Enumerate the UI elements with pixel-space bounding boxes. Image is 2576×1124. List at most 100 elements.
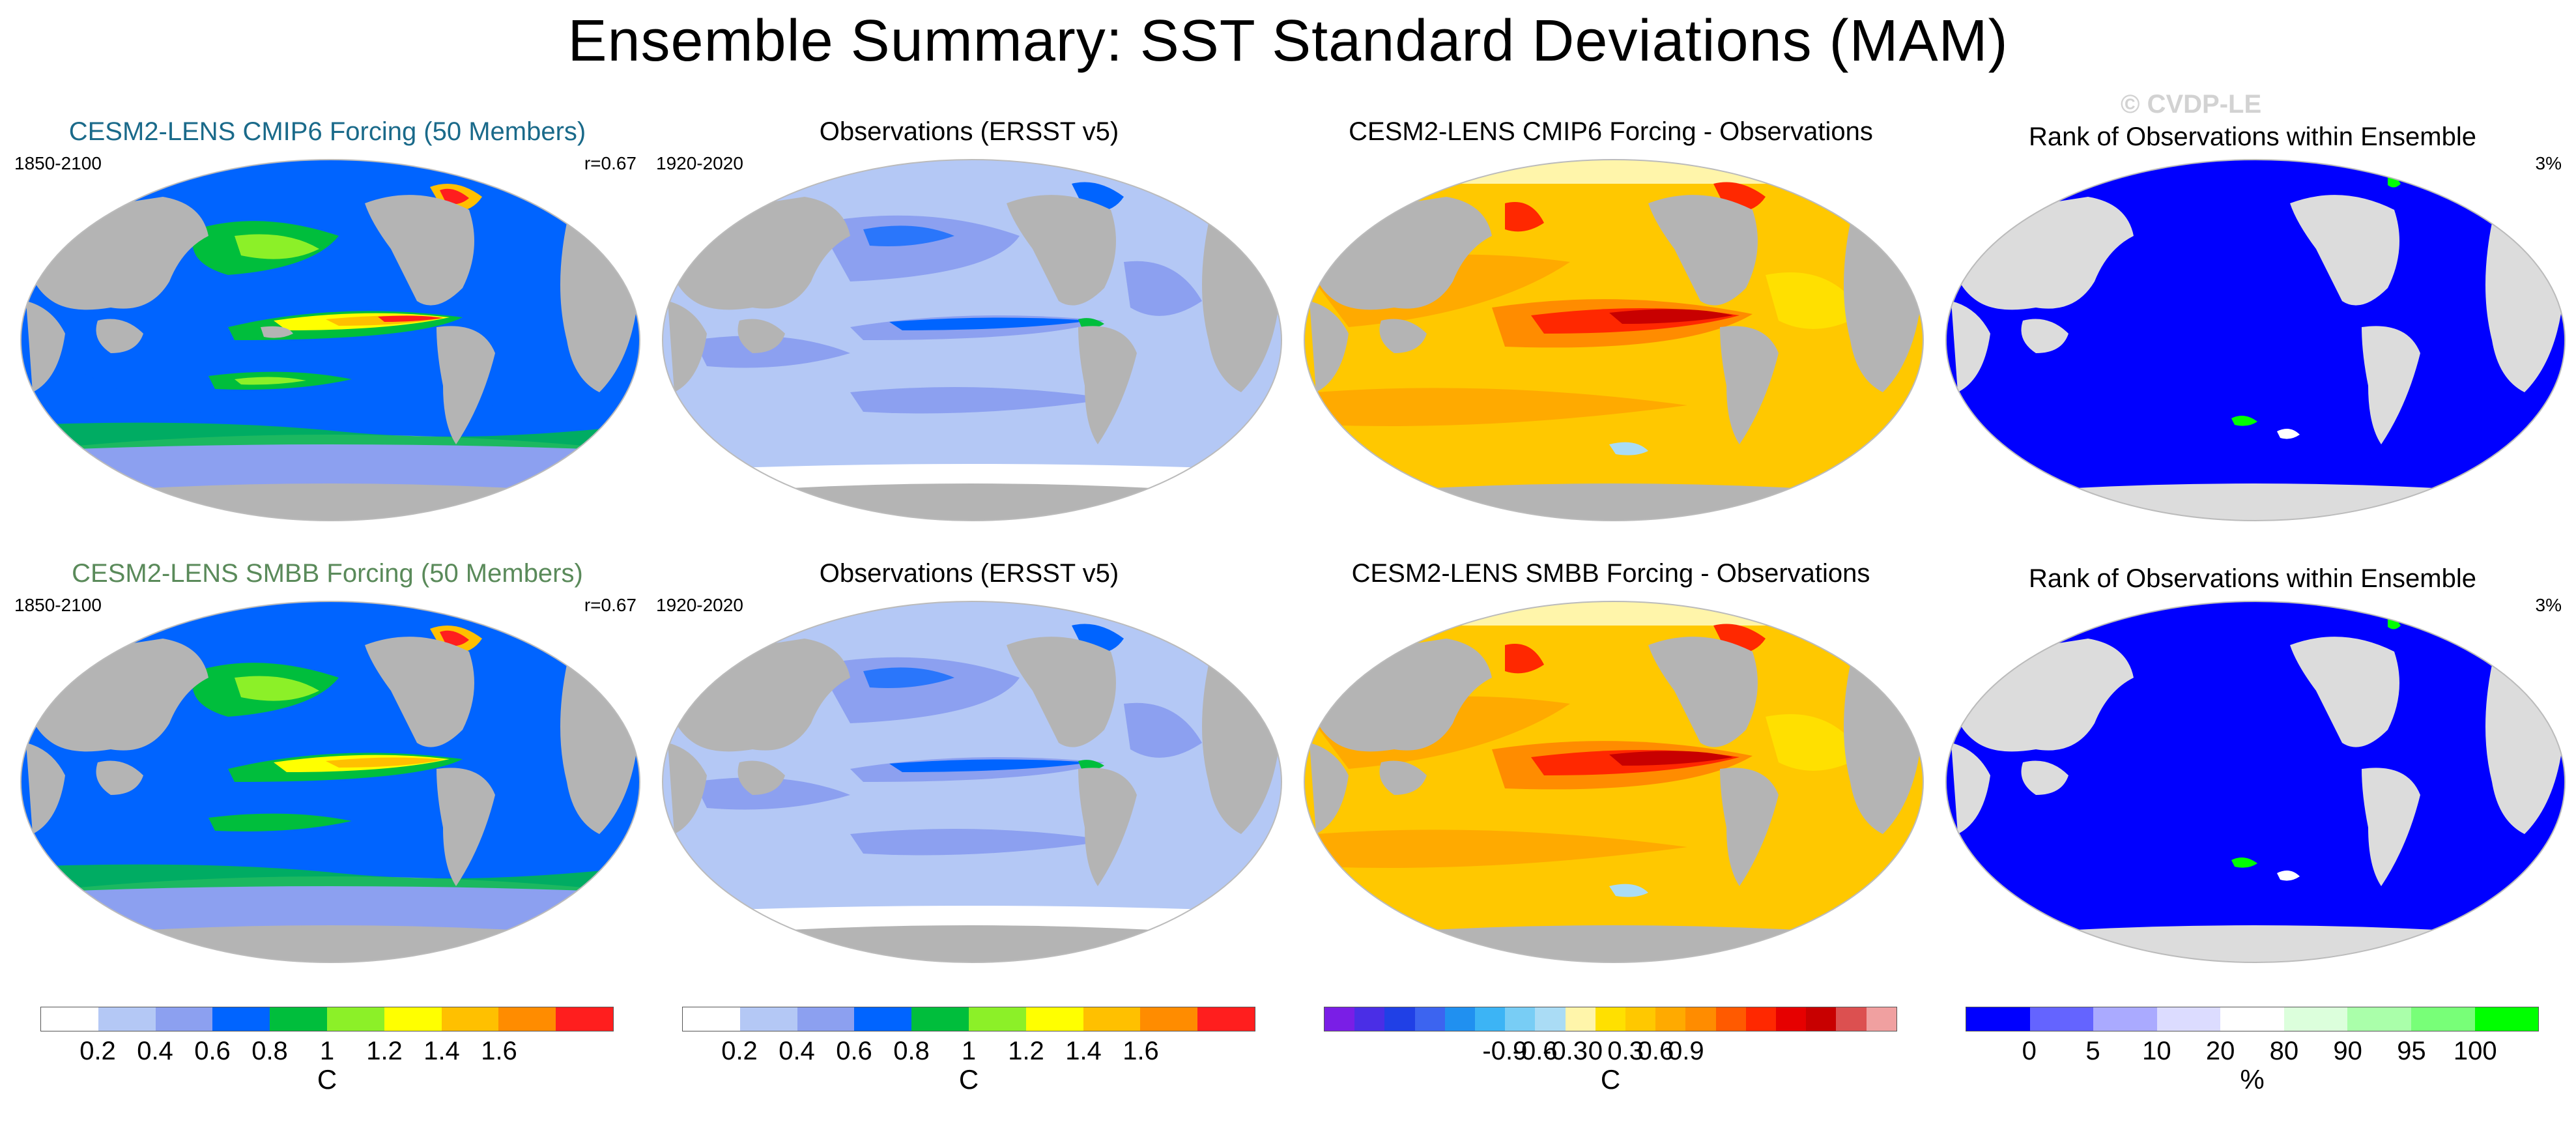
colorbar-label: -0.9 [1482,1037,1528,1065]
colorbar-swatch [1655,1007,1686,1031]
rank-percent: 3% [2535,153,2562,173]
colorbar-swatch [968,1007,1026,1031]
colorbar-label: 10 [2142,1037,2171,1065]
colorbar-swatch [1966,1007,2030,1031]
colorbar-unit: C [1600,1064,1621,1095]
colorbar-label: 0.8 [893,1037,930,1065]
colorbar-swatch [911,1007,969,1031]
map-difference-smbb [1304,601,1924,963]
model-years: 1850-2100 [14,153,102,173]
rank-title: Rank of Observations within Ensemble [2029,564,2476,593]
colorbar-swatch [854,1007,912,1031]
map-model-smbb [20,601,640,963]
colorbar-label: 1 [961,1037,977,1065]
colorbar-difference: -0.9 -0.6 -0.3 0 0.3 0.6 0.9 C [1324,1007,1897,1124]
colorbar-label: 0.6 [836,1037,872,1065]
model-title: CESM2-LENS SMBB Forcing (50 Members) [72,559,583,588]
colorbar-label: 0 [2022,1037,2037,1065]
map-rank-smbb [1945,601,2566,963]
colorbar-label: 1.6 [1123,1037,1159,1065]
colorbar-swatch [2474,1007,2539,1031]
colorbar-sst-model: 0.2 0.4 0.6 0.8 1 1.2 1.4 1.6 C [40,1007,614,1124]
colorbar-sst-obs: 0.2 0.4 0.6 0.8 1 1.2 1.4 1.6 C [682,1007,1255,1124]
colorbar-swatches [40,1007,614,1031]
colorbar-label: 0.3 [1607,1037,1644,1065]
colorbar-swatch [1324,1007,1355,1031]
colorbar-swatch [384,1007,442,1031]
panel-rank-row2: Rank of Observations within Ensemble 3% [1932,559,2573,989]
colorbar-swatch [1197,1007,1255,1031]
colorbar-label: 0.2 [79,1037,116,1065]
colorbar-unit: C [958,1064,979,1095]
panel-model-row2: CESM2-LENS SMBB Forcing (50 Members) 185… [7,559,648,989]
colorbar-label: 1.6 [481,1037,517,1065]
pattern-correlation: r=0.67 [584,595,637,615]
colorbar-label: 0.2 [721,1037,758,1065]
obs-years: 1920-2020 [656,153,743,173]
colorbar-label: 0.6 [1637,1037,1674,1065]
colorbar-label: 0.4 [779,1037,815,1065]
colorbar-label: 0.6 [194,1037,231,1065]
colorbar-swatch [1384,1007,1415,1031]
obs-years: 1920-2020 [656,595,743,615]
colorbar-swatch [1595,1007,1626,1031]
colorbar-label: 90 [2333,1037,2362,1065]
colorbar-label: 0 [1588,1037,1603,1065]
colorbar-label: 1 [319,1037,335,1065]
page-title: Ensemble Summary: SST Standard Deviation… [567,8,2009,74]
colorbar-swatch [1715,1007,1746,1031]
panel-obs-row1: Observations (ERSST v5) 1920-2020 [648,117,1290,547]
panel-obs-row2: Observations (ERSST v5) 1920-2020 [648,559,1290,989]
colorbar-unit: C [317,1064,337,1095]
colorbar-label: 1.4 [423,1037,460,1065]
colorbar-swatch [212,1007,270,1031]
colorbar-swatch [98,1007,156,1031]
panel-rank-row1: Rank of Observations within Ensemble 3% [1932,117,2573,547]
map-model-cmip6 [20,159,640,521]
colorbar-swatch [1444,1007,1476,1031]
colorbar-swatch [1354,1007,1385,1031]
model-years: 1850-2100 [14,595,102,615]
diff-title: CESM2-LENS SMBB Forcing - Observations [1351,559,1870,588]
colorbar-swatch [2347,1007,2411,1031]
colorbar-swatch [1745,1007,1777,1031]
colorbar-swatch [155,1007,213,1031]
colorbar-label: 20 [2205,1037,2235,1065]
colorbar-swatch [2411,1007,2475,1031]
rank-title: Rank of Observations within Ensemble [2029,122,2476,151]
colorbar-swatch [41,1007,98,1031]
colorbar-swatch [1866,1007,1896,1031]
colorbar-label: -0.6 [1512,1037,1558,1065]
panel-diff-row2: CESM2-LENS SMBB Forcing - Observations [1290,559,1932,989]
colorbar-unit: % [2240,1064,2265,1095]
model-title: CESM2-LENS CMIP6 Forcing (50 Members) [68,117,586,146]
colorbar-swatch [1685,1007,1716,1031]
map-observations [662,159,1282,521]
colorbar-swatch [270,1007,327,1031]
colorbar-swatch [797,1007,855,1031]
colorbar-swatch [441,1007,499,1031]
colorbar-swatch [1625,1007,1656,1031]
map-rank-cmip6 [1945,159,2566,521]
colorbar-swatch [2156,1007,2221,1031]
colorbar-swatch [2093,1007,2157,1031]
colorbar-label: 100 [2453,1037,2497,1065]
colorbar-swatch [1776,1007,1807,1031]
colorbar-swatch [498,1007,556,1031]
colorbar-swatch [1140,1007,1198,1031]
colorbar-swatch [1565,1007,1596,1031]
map-difference-cmip6 [1304,159,1924,521]
colorbar-swatches [1324,1007,1897,1031]
colorbar-swatch [1025,1007,1083,1031]
colorbar-swatches [1966,1007,2539,1031]
colorbar-swatch [2283,1007,2348,1031]
panel-diff-row1: CESM2-LENS CMIP6 Forcing - Observations [1290,117,1932,547]
colorbar-swatches [682,1007,1255,1031]
map-observations [662,601,1282,963]
obs-title: Observations (ERSST v5) [819,559,1119,588]
diff-title: CESM2-LENS CMIP6 Forcing - Observations [1349,117,1873,146]
panel-model-row1: CESM2-LENS CMIP6 Forcing (50 Members) 18… [7,117,648,547]
colorbar-swatch [2220,1007,2284,1031]
colorbar-swatch [1836,1007,1867,1031]
colorbar-swatch [739,1007,797,1031]
